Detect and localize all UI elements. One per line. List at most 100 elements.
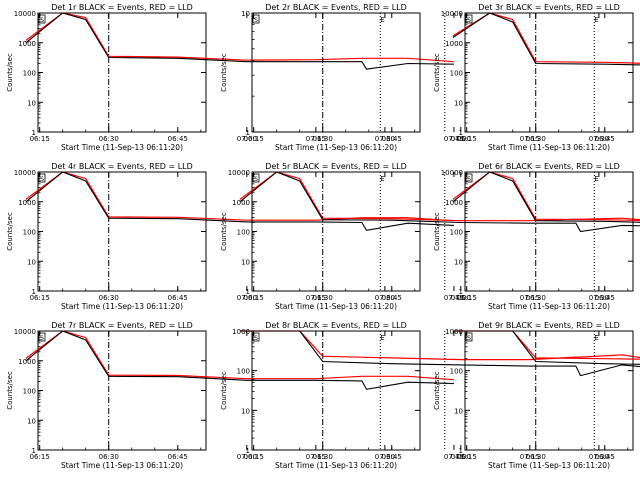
events-series-line	[25, 171, 454, 231]
y-axis-label: Counts/sec	[220, 53, 228, 92]
detector-panel-5: Det 5r BLACK = Events, RED = LLD 1 10 100 10…	[220, 162, 640, 311]
y-tick-label: 10000	[228, 169, 250, 177]
y-axis-label: Counts/sec	[6, 371, 14, 410]
panel-title: Det 1r BLACK = Events, RED = LLD	[51, 3, 193, 12]
y-axis-label: Counts/sec	[433, 371, 441, 410]
y-axis-label: Counts/sec	[433, 53, 441, 92]
detector-panel-3: Det 3r BLACK = Events, RED = LLD 1 10 100 10…	[433, 3, 640, 152]
y-tick-label: 1	[459, 288, 463, 296]
x-tick-label: 06:45	[168, 135, 188, 143]
y-tick-label: 10	[454, 407, 463, 415]
panel-title: Det 3r BLACK = Events, RED = LLD	[478, 3, 620, 12]
x-tick-label: 07:00	[237, 135, 257, 143]
x-tick-label: 06:45	[595, 453, 615, 461]
x-axis-label: Start Time (11-Sep-13 06:11:20)	[488, 302, 610, 311]
plot-frame	[37, 12, 207, 133]
x-tick-label: 07:30	[589, 453, 609, 461]
lld-series-line	[25, 171, 454, 222]
x-axis-label: Start Time (11-Sep-13 06:11:20)	[275, 143, 397, 152]
x-tick-label: 07:15	[306, 294, 326, 302]
x-tick-label: 07:15	[306, 135, 326, 143]
start-box-label: S	[40, 335, 44, 342]
y-tick-label: 10	[27, 99, 36, 107]
start-box-marker	[252, 332, 260, 342]
x-axis-label: Start Time (11-Sep-13 06:11:20)	[275, 461, 397, 470]
end-bracket-label: E	[594, 334, 598, 342]
y-tick-label: 1	[246, 447, 250, 455]
y-tick-label: 10000	[441, 10, 463, 18]
y-tick-label: 10	[241, 10, 250, 18]
x-tick-label: 07:15	[520, 135, 540, 143]
x-tick-label: 06:15	[244, 453, 264, 461]
y-tick-label: 100	[23, 229, 36, 237]
y-axis-label: Counts/sec	[220, 371, 228, 410]
y-tick-label: 10	[27, 417, 36, 425]
x-tick-label: 07:30	[375, 294, 395, 302]
x-axis-label: Start Time (11-Sep-13 06:11:20)	[275, 302, 397, 311]
x-tick-label: 07:45	[444, 135, 464, 143]
events-series-line	[25, 330, 454, 390]
lld-series-line	[452, 330, 640, 360]
x-tick-label: 06:15	[457, 135, 477, 143]
y-axis-label: Counts/sec	[220, 212, 228, 251]
y-tick-label: 1	[459, 129, 463, 137]
x-tick-label: 07:30	[589, 135, 609, 143]
plot-frame	[464, 12, 634, 133]
plot-frame	[464, 330, 634, 451]
panel-title: Det 5r BLACK = Events, RED = LLD	[265, 162, 407, 171]
start-box-marker	[252, 14, 260, 24]
x-tick-label: 06:30	[313, 135, 333, 143]
x-axis-label: Start Time (11-Sep-13 06:11:20)	[61, 302, 183, 311]
y-tick-label: 1	[32, 447, 36, 455]
y-tick-label: 1000	[18, 40, 36, 48]
x-tick-label: 06:15	[30, 294, 50, 302]
y-tick-label: 10	[241, 407, 250, 415]
start-box-label: S	[467, 176, 471, 183]
y-tick-label: 1000	[445, 40, 463, 48]
detector-panel-6: Det 6r BLACK = Events, RED = LLD 1 10 100 10…	[433, 162, 640, 311]
panel-title: Det 9r BLACK = Events, RED = LLD	[478, 321, 620, 330]
end-bracket-label: E	[380, 16, 384, 24]
start-box-marker	[38, 14, 46, 24]
y-tick-label: 1000	[18, 358, 36, 366]
start-box-label: S	[467, 17, 471, 24]
y-tick-label: 1000	[232, 199, 250, 207]
plot-frame	[37, 330, 207, 451]
detector-panel-8: Det 8r BLACK = Events, RED = LLD11010010…	[220, 321, 640, 470]
x-axis-label: Start Time (11-Sep-13 06:11:20)	[488, 143, 610, 152]
events-series-line	[452, 171, 640, 223]
y-tick-label: 1000	[18, 199, 36, 207]
events-series-line	[239, 330, 640, 377]
y-axis-label: Counts/sec	[6, 53, 14, 92]
start-box-marker	[38, 173, 46, 183]
y-tick-label: 1	[32, 129, 36, 137]
y-tick-label: 100	[450, 368, 463, 376]
y-tick-label: 10	[454, 99, 463, 107]
plot-frame	[464, 171, 634, 292]
start-box-label: S	[467, 335, 471, 342]
y-tick-label: 100	[23, 388, 36, 396]
y-tick-label: 1000	[445, 199, 463, 207]
x-tick-label: 06:45	[168, 453, 188, 461]
x-tick-label: 06:15	[244, 135, 264, 143]
y-tick-label: 100	[237, 229, 250, 237]
y-tick-label: 1	[459, 447, 463, 455]
x-tick-label: 06:15	[244, 294, 264, 302]
plot-frame	[251, 171, 421, 292]
panel-title: Det 7r BLACK = Events, RED = LLD	[51, 321, 193, 330]
start-box-label: S	[254, 335, 258, 342]
y-tick-label: 100	[237, 368, 250, 376]
events-series-line	[25, 12, 454, 70]
x-tick-label: 06:30	[99, 453, 119, 461]
start-box-label: S	[40, 176, 44, 183]
x-axis-label: Start Time (11-Sep-13 06:11:20)	[488, 461, 610, 470]
end-bracket-label: E	[380, 334, 384, 342]
panel-title: Det 4r BLACK = Events, RED = LLD	[51, 162, 193, 171]
start-box-marker	[465, 14, 473, 24]
y-tick-label: 10	[241, 258, 250, 266]
lld-series-line	[25, 330, 454, 381]
x-tick-label: 07:00	[451, 294, 471, 302]
plot-frame	[251, 12, 421, 133]
